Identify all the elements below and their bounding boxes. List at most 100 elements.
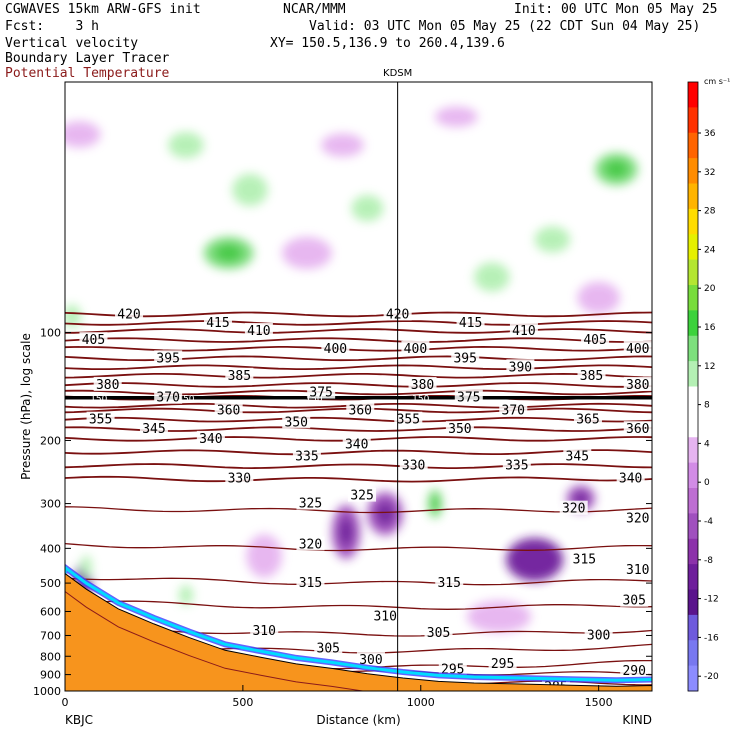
theta-label-bg [623,421,652,436]
theta-label: 305 [317,641,340,656]
x-tick-label: 500 [232,696,253,709]
theta-label-bg [342,436,371,451]
header-line2-left: Fcst: 3 h [5,19,99,34]
y-tick-label: 800 [40,650,61,663]
theta-label: 410 [247,324,270,339]
theta-label: 320 [562,502,585,517]
theta-contour [65,577,652,586]
y-tick-label: 900 [40,669,61,682]
colorbar-tick-label: -8 [704,556,713,566]
tropopause-label: 150 [412,395,429,405]
theta-label-bg [399,457,428,472]
theta-label-bg [196,430,225,445]
tropopause-label: 150 [90,395,107,405]
theta-label-bg [577,367,606,382]
header-line1-right: Init: 00 UTC Mon 05 May 25 [514,2,718,17]
tropopause-label: 150 [305,395,322,405]
theta-contour [65,320,652,326]
theta-label: 305 [427,626,450,641]
theta-label-bg [438,661,467,676]
tropopause-label: 150 [177,395,194,405]
updraft-core [214,244,243,262]
theta-label: 310 [252,624,275,639]
terrain-contour [65,591,367,691]
updraft-cell [178,584,194,606]
theta-label: 330 [402,459,425,474]
theta-label: 355 [397,413,420,428]
x-tick-label: 1000 [407,696,435,709]
theta-label-bg [445,421,474,436]
colorbar-tick-label: -12 [704,595,719,605]
colorbar-tick-label: 8 [704,401,710,411]
theta-label: 400 [626,342,649,357]
y-tick-label: 500 [40,577,61,590]
header-line5-left: Potential Temperature [5,66,170,81]
updraft-cell [81,555,92,579]
colorbar-swatch [688,513,698,540]
theta-label-bg [296,536,325,551]
theta-label-bg [570,551,599,566]
theta-label-bg [488,655,517,670]
plot-frame [64,81,653,692]
theta-label: 380 [411,378,434,393]
theta-contour [65,506,652,514]
colorbar-swatch [688,564,698,590]
theta-label-bg [214,402,243,417]
colorbar-swatch [688,640,698,667]
theta-label-bg [139,421,168,436]
theta-label: 410 [512,324,535,339]
theta-label-bg [348,487,377,502]
theta-label-bg [307,384,336,399]
x-axis-label: Distance (km) [316,713,400,727]
downdraft-core [338,517,354,547]
theta-label: 360 [217,404,240,419]
theta-label-bg [154,389,183,404]
colorbar-swatch [688,285,698,311]
colorbar-tick-label: 20 [704,284,716,294]
theta-label: 395 [156,351,179,366]
theta-label-bg [314,640,343,655]
theta-label: 380 [96,378,119,393]
theta-label-bg [93,376,122,391]
colorbar-swatch [688,107,698,134]
colorbar-swatch [688,234,698,261]
theta-label-bg [454,389,483,404]
colorbar-swatch [688,589,698,616]
theta-label: 290 [622,664,645,679]
theta-label-bg [296,575,325,590]
downdraft-core [518,547,551,572]
downdraft-core [375,501,395,526]
theta-label-bg [86,411,115,426]
theta-label: 375 [457,391,480,406]
y-tick-label: 1000 [33,685,61,698]
colorbar-swatch [688,386,698,413]
theta-label-bg [79,332,108,347]
theta-contour [65,382,652,388]
theta-label-bg [371,608,400,623]
theta-label: 315 [573,553,596,568]
theta-label-bg [250,622,279,637]
y-tick-label: 700 [40,629,61,642]
updraft-cell [474,262,510,292]
theta-label-bg [115,306,144,321]
theta-label: 415 [459,316,482,331]
theta-label-bg [563,448,592,463]
y-tick-label: 300 [40,498,61,511]
y-tick-label: 600 [40,605,61,618]
downdraft-cell [434,106,478,127]
theta-label-bg [424,625,453,640]
y-tick-label: 400 [40,542,61,555]
theta-contour [65,463,652,470]
theta-label-bg [321,340,350,355]
theta-label-bg [225,367,254,382]
colorbar-tick-label: 32 [704,168,715,178]
theta-label: 385 [580,369,603,384]
colorbar-tick-label: 0 [704,478,710,488]
theta-label-bg [346,402,375,417]
theta-label: 400 [324,342,347,357]
theta-label: 385 [228,369,251,384]
theta-contour [65,328,652,334]
theta-contour [65,600,652,610]
colorbar-tick-label: 36 [704,129,716,139]
